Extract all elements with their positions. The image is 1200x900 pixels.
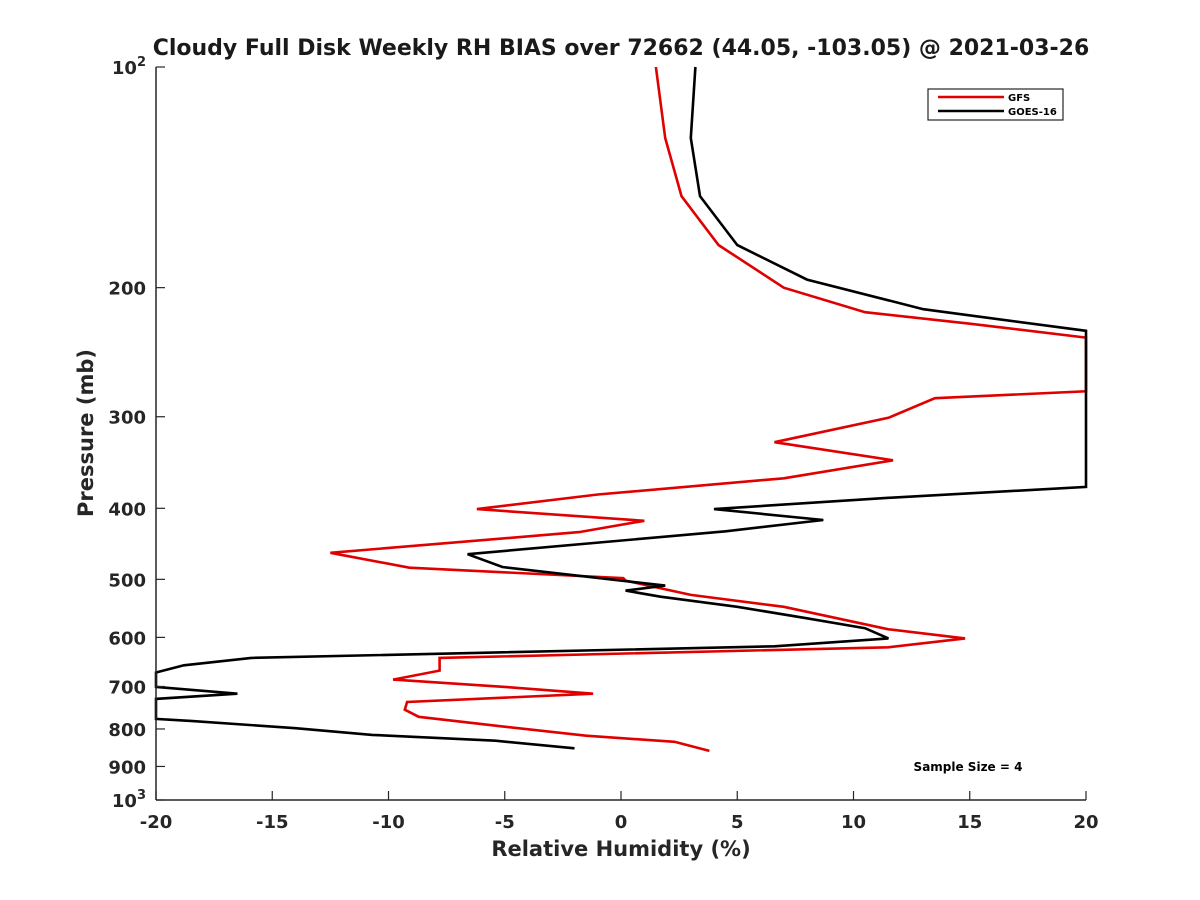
y-tick-label: 700 xyxy=(108,677,146,698)
x-tick-label: 5 xyxy=(731,812,744,833)
y-axis-label: Pressure (mb) xyxy=(74,349,98,517)
x-tick-label: 15 xyxy=(957,812,982,833)
y-tick-label: 600 xyxy=(108,628,146,649)
x-tick-label: 0 xyxy=(615,812,628,833)
x-tick-label: 20 xyxy=(1073,812,1098,833)
y-tick-label: 500 xyxy=(108,570,146,591)
x-tick-label: -15 xyxy=(256,812,289,833)
x-tick-label: -5 xyxy=(495,812,515,833)
sample-size-annotation: Sample Size = 4 xyxy=(914,760,1023,774)
y-tick-label: 400 xyxy=(108,499,146,520)
y-tick-label: 300 xyxy=(108,408,146,429)
y-tick-label: 103 xyxy=(112,788,146,812)
y-tick-label: 900 xyxy=(108,757,146,778)
x-axis-label: Relative Humidity (%) xyxy=(491,837,750,861)
legend-box xyxy=(927,88,1064,121)
series-line-gfs xyxy=(330,66,1088,753)
x-tick-label: -10 xyxy=(372,812,405,833)
legend-label-gfs: GFS xyxy=(1008,93,1030,104)
y-tick-label: 800 xyxy=(108,720,146,741)
legend: GFS GOES-16 xyxy=(927,88,1064,121)
chart-title: Cloudy Full Disk Weekly RH BIAS over 726… xyxy=(153,36,1090,61)
legend-label-goes-16: GOES-16 xyxy=(1008,107,1057,118)
x-tick-label: 10 xyxy=(841,812,866,833)
y-tick-label: 102 xyxy=(112,55,146,79)
ticks-layer: -20 -15 -10 -5 0 5 10 15 20 102 200 300 400 500 600 700… xyxy=(108,55,1098,833)
y-tick-label: 200 xyxy=(108,279,146,300)
plot-area xyxy=(156,67,1086,800)
x-tick-label: -20 xyxy=(140,812,173,833)
